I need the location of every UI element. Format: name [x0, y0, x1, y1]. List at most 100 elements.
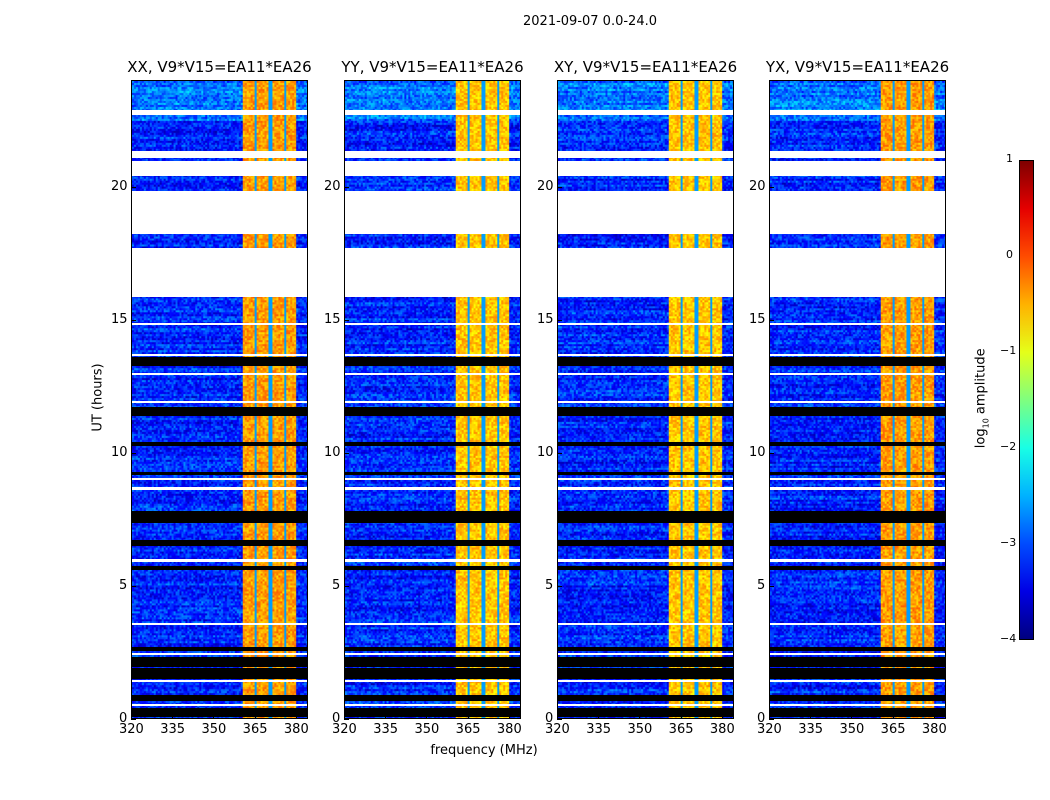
- flagged-band: [558, 357, 733, 366]
- no-data-band: [132, 704, 307, 707]
- waterfall-heatmap: [770, 81, 945, 718]
- y-tick-label: 10: [111, 444, 128, 460]
- no-data-band: [770, 191, 945, 235]
- flagged-band: [132, 540, 307, 546]
- no-data-band: [345, 151, 520, 159]
- no-data-band: [558, 372, 733, 376]
- y-tick-mark: [131, 319, 136, 321]
- flagged-band: [345, 694, 520, 702]
- no-data-band: [345, 487, 520, 490]
- no-data-band: [132, 400, 307, 403]
- no-data-band: [132, 323, 307, 326]
- no-data-band: [345, 248, 520, 297]
- flagged-band: [558, 668, 733, 679]
- colorbar-tick-label: 0: [1006, 248, 1013, 261]
- no-data-band: [132, 248, 307, 297]
- flagged-band: [132, 441, 307, 446]
- flagged-band: [770, 441, 945, 446]
- no-data-band: [770, 161, 945, 176]
- figure-title: 2021-09-07 0.0-24.0: [523, 14, 657, 29]
- flagged-band: [770, 540, 945, 546]
- flagged-band: [558, 441, 733, 446]
- flagged-band: [132, 357, 307, 366]
- y-tick-mark: [344, 719, 349, 720]
- flagged-band: [558, 708, 733, 718]
- flagged-band: [558, 472, 733, 476]
- colorbar-tick-label: 1: [1006, 152, 1013, 165]
- flagged-band: [132, 646, 307, 651]
- no-data-band: [770, 704, 945, 707]
- x-tick-label: 320: [545, 722, 570, 737]
- flagged-band: [770, 694, 945, 702]
- x-tick-label: 320: [757, 722, 782, 737]
- x-tick-label: 380: [496, 722, 522, 737]
- no-data-band: [770, 110, 945, 116]
- flagged-band: [770, 407, 945, 417]
- y-tick-mark: [557, 719, 562, 720]
- x-tick-mark: [598, 714, 600, 719]
- y-tick-mark: [557, 452, 562, 454]
- colorbar-tick-label: −3: [1000, 536, 1017, 549]
- no-data-band: [132, 110, 307, 116]
- y-tick-mark: [557, 319, 562, 321]
- no-data-band: [770, 487, 945, 490]
- x-tick-mark: [131, 714, 132, 719]
- no-data-band: [345, 353, 520, 357]
- no-data-band: [132, 653, 307, 656]
- x-tick-label: 335: [586, 722, 612, 737]
- no-data-band: [558, 248, 733, 297]
- y-tick-mark: [557, 585, 562, 587]
- no-data-band: [345, 191, 520, 235]
- no-data-band: [558, 110, 733, 116]
- y-tick-label: 0: [545, 711, 554, 726]
- x-tick-label: 365: [455, 722, 481, 737]
- no-data-band: [558, 704, 733, 707]
- flagged-band: [132, 694, 307, 702]
- flagged-band: [770, 668, 945, 679]
- colorbar-tick-label: −2: [1000, 440, 1017, 453]
- waterfall-panel: [769, 80, 946, 719]
- colorbar-tick-label: −1: [1000, 344, 1017, 357]
- x-tick-mark: [557, 714, 558, 719]
- panel-title: YX, V9*V15=EA11*EA26: [765, 58, 950, 76]
- no-data-band: [345, 704, 520, 707]
- y-tick-mark: [769, 585, 774, 587]
- y-tick-label: 5: [545, 577, 554, 593]
- x-tick-mark: [295, 714, 297, 719]
- y-tick-label: 15: [749, 311, 766, 327]
- flagged-band: [770, 646, 945, 651]
- flagged-band: [558, 646, 733, 651]
- no-data-band: [770, 477, 945, 480]
- y-tick-label: 10: [324, 444, 341, 460]
- no-data-band: [770, 353, 945, 357]
- y-tick-mark: [557, 186, 562, 188]
- no-data-band: [132, 487, 307, 490]
- no-data-band: [345, 558, 520, 562]
- x-tick-label: 350: [627, 722, 653, 737]
- flagged-band: [132, 472, 307, 476]
- y-tick-label: 0: [757, 711, 766, 726]
- y-axis-label: UT (hours): [90, 363, 106, 432]
- no-data-band: [558, 323, 733, 326]
- x-tick-mark: [426, 714, 428, 719]
- no-data-band: [558, 653, 733, 656]
- flagged-band: [132, 510, 307, 523]
- flagged-band: [770, 357, 945, 366]
- panel-title: XY, V9*V15=EA11*EA26: [553, 58, 738, 76]
- no-data-band: [345, 323, 520, 326]
- y-tick-mark: [344, 585, 349, 587]
- flagged-band: [132, 657, 307, 667]
- x-tick-label: 380: [921, 722, 947, 737]
- y-tick-label: 10: [749, 444, 766, 460]
- x-tick-mark: [213, 714, 215, 719]
- no-data-band: [558, 400, 733, 403]
- flagged-band: [132, 668, 307, 679]
- waterfall-panel: [344, 80, 521, 719]
- no-data-band: [132, 622, 307, 626]
- x-tick-mark: [508, 714, 510, 719]
- y-tick-mark: [344, 319, 349, 321]
- x-tick-mark: [721, 714, 723, 719]
- y-tick-mark: [131, 452, 136, 454]
- y-tick-mark: [769, 319, 774, 321]
- no-data-band: [132, 191, 307, 235]
